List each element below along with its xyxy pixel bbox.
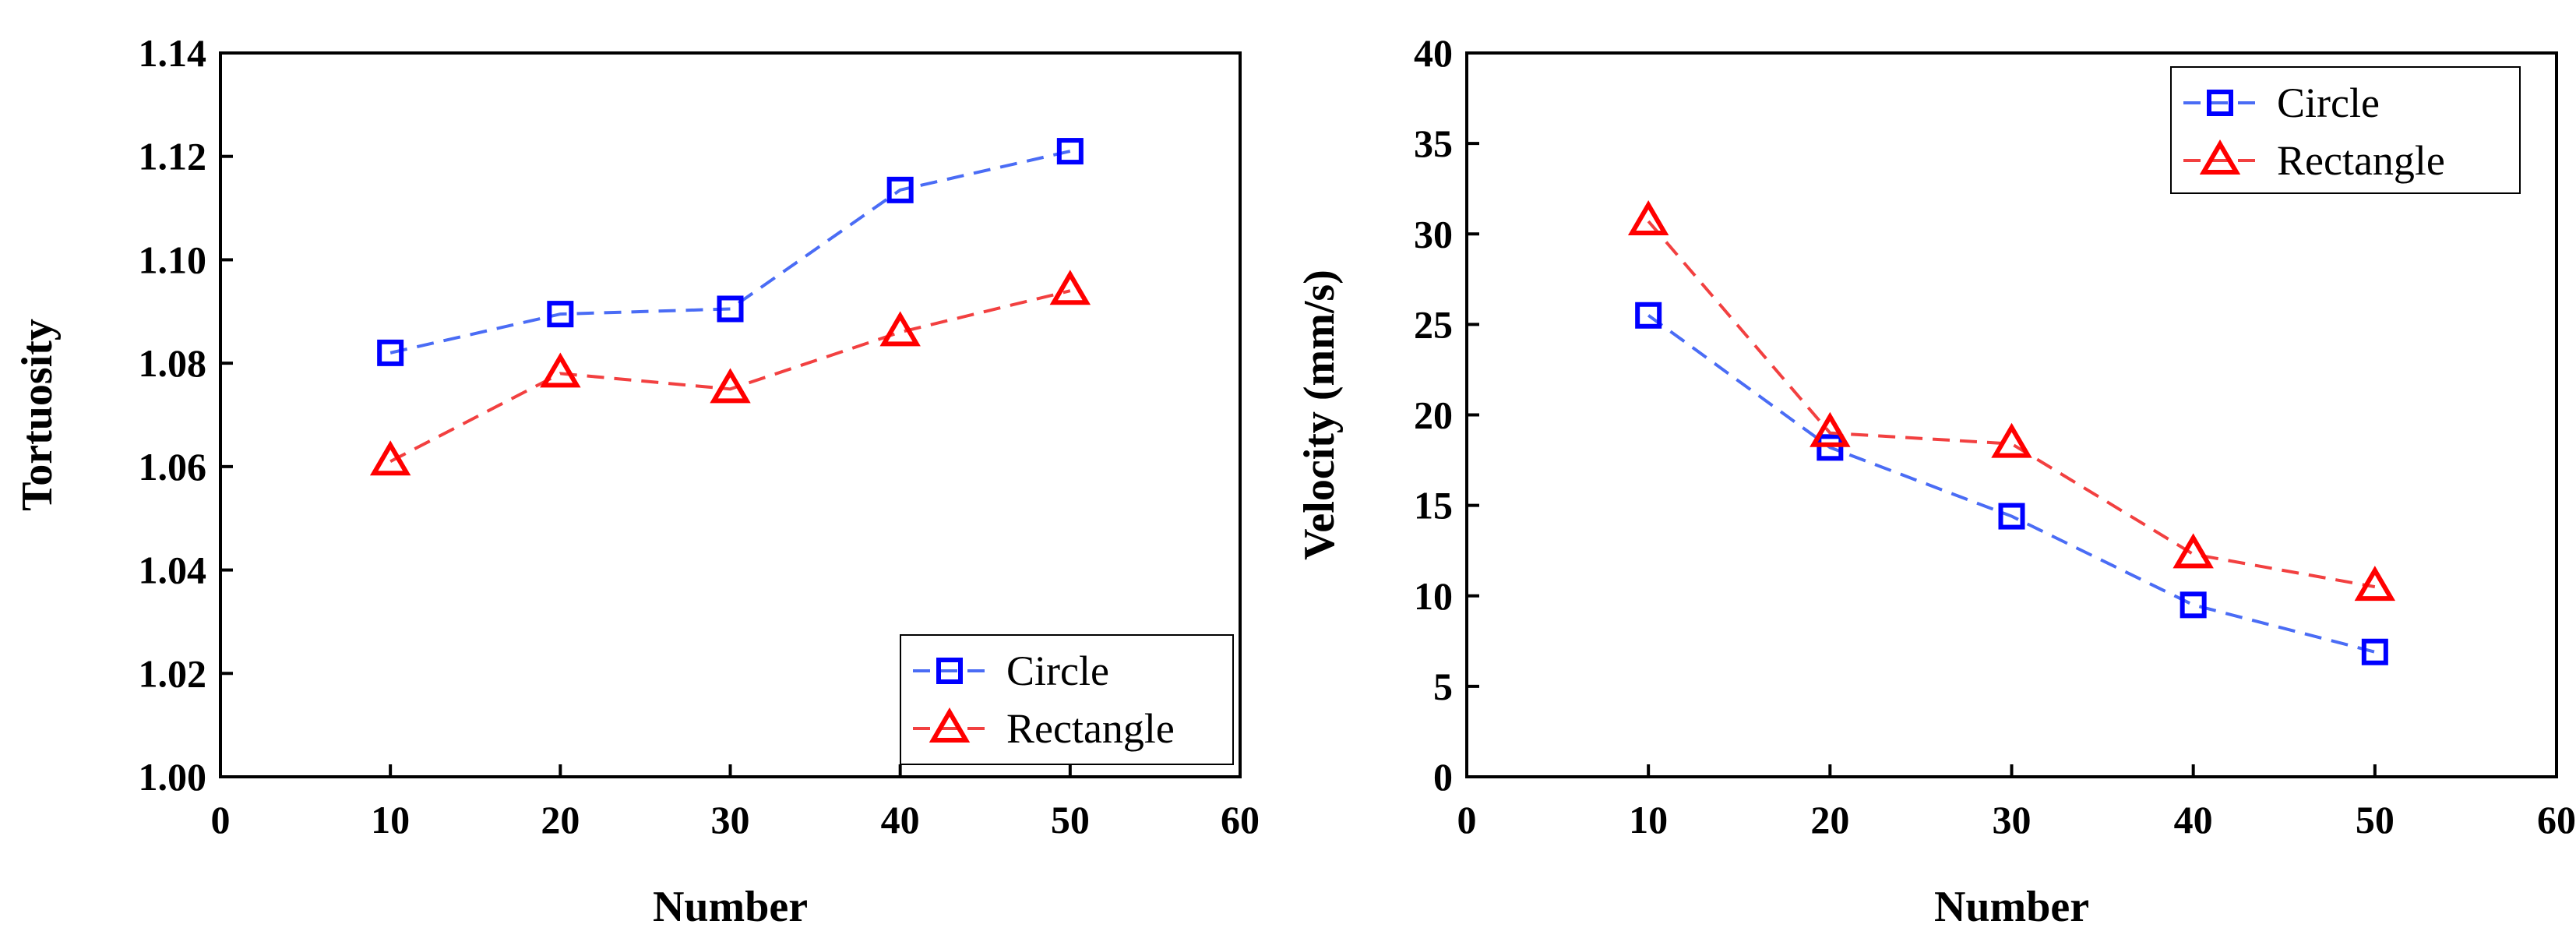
circle-data-point [1998,503,2025,530]
legend-box [900,634,1234,765]
legend-rectangle-marker [929,707,971,743]
legend-rectangle-label: Rectangle [2277,137,2445,184]
y-tick-label: 25 [1414,302,1453,346]
legend: Circle Rectangle [2170,66,2521,194]
x-tick-label: 0 [211,798,231,841]
circle-data-point [1056,138,1084,165]
x-tick-label: 60 [1221,798,1260,841]
x-axis-title: Number [653,883,808,931]
x-tick-label: 40 [881,798,920,841]
y-tick-label: 0 [1433,755,1453,799]
y-tick-label: 1.02 [139,651,207,695]
tortuosity-chart: 0 10 20 30 40 50 60 1.00 1.02 1.04 1.06 1.08 1.10 1.1… [13,31,1260,931]
y-tick-label: 1.00 [139,755,207,799]
x-tick-label: 50 [2356,798,2395,841]
y-tick-label: 40 [1414,31,1453,75]
legend-circle-label: Circle [2277,79,2380,126]
y-tick-label: 1.12 [139,135,207,178]
y-tick-label: 10 [1414,574,1453,618]
y-axis-title: Velocity (mm/s) [1295,270,1344,560]
circle-data-point [717,295,744,323]
x-tick-label: 10 [1629,798,1668,841]
rectangle-data-point [710,368,751,404]
x-tick-label: 0 [1457,798,1477,841]
x-tick-label: 20 [1810,798,1849,841]
legend-circle-label: Circle [1006,647,1109,694]
x-tick-label: 30 [711,798,750,841]
legend-rectangle-label: Rectangle [1006,705,1175,752]
y-axis-title: Tortuosity [13,319,62,511]
y-tick-label: 1.10 [139,238,207,281]
velocity-chart: 0 10 20 30 40 50 60 0 5 10 15 20 25 30 35 40 Number Veloc… [1295,31,2576,931]
x-tick-label: 40 [2174,798,2213,841]
rectangle-data-point [1049,270,1091,305]
circle-data-point [547,301,574,328]
rectangle-data-point [1627,200,1669,235]
rectangle-data-point [1810,411,1851,447]
y-tick-label: 1.08 [139,341,207,385]
x-tick-label: 30 [1993,798,2032,841]
legend: Circle Rectangle [900,634,1234,765]
y-tick-label: 1.06 [139,445,207,489]
y-tick-label: 20 [1414,393,1453,437]
circle-data-point [886,176,914,203]
rectangle-series-line [389,289,1071,463]
circle-data-point [2180,591,2207,619]
circle-series-line [389,150,1071,355]
circle-data-point [377,339,404,366]
circle-series-line [1647,314,2376,654]
y-tick-label: 30 [1414,212,1453,256]
rectangle-data-point [879,311,921,347]
y-tick-label: 15 [1414,484,1453,527]
rectangle-data-point [369,440,411,476]
circle-data-point [1817,434,1844,461]
x-axis-title: Number [1934,883,2089,931]
y-tick-label: 35 [1414,122,1453,165]
legend-circle-marker [2207,90,2233,116]
y-tick-label: 1.14 [139,31,207,75]
x-tick-label: 60 [2537,798,2576,841]
legend-circle-marker [936,658,963,684]
y-tick-label: 5 [1433,665,1453,708]
x-tick-label: 10 [371,798,410,841]
circle-data-point [2361,638,2388,665]
x-tick-label: 50 [1051,798,1090,841]
rectangle-data-point [2173,533,2214,569]
rectangle-data-point [2354,566,2396,602]
rectangle-data-point [540,352,581,388]
rectangle-data-point [1991,422,2032,458]
x-tick-label: 20 [541,798,580,841]
rectangle-series-line [1647,220,2376,589]
y-tick-label: 1.04 [139,549,207,592]
legend-rectangle-marker [2199,139,2241,175]
circle-data-point [1635,302,1662,329]
